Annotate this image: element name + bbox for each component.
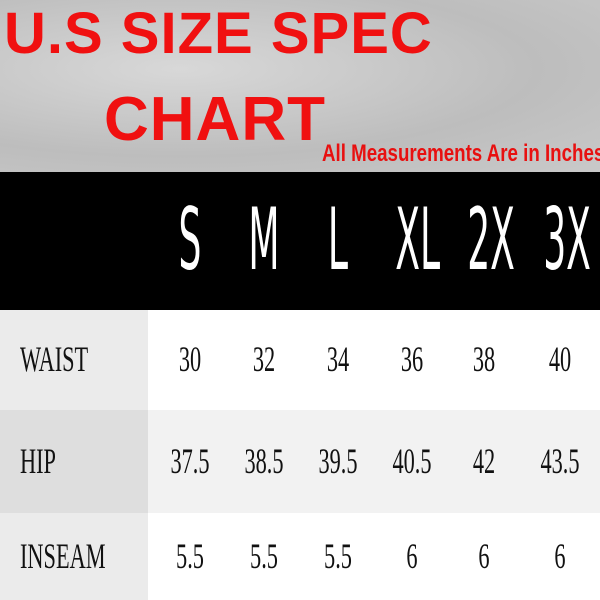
cell-xl: 40.5 — [392, 440, 432, 481]
title-line-1: U.S SIZE SPEC — [4, 1, 433, 66]
row-label-cell: HIP — [0, 410, 148, 513]
row-label: HIP — [20, 440, 56, 481]
size-header-3x: 3X — [543, 190, 591, 290]
cell-l: 5.5 — [324, 535, 352, 576]
cell-2x: 6 — [478, 535, 490, 576]
cell-m: 38.5 — [244, 440, 284, 481]
row-label-cell: INSEAM — [0, 513, 148, 600]
size-header-s: S — [178, 190, 202, 290]
cell-3x: 43.5 — [540, 440, 580, 481]
cell-xl: 36 — [400, 339, 424, 379]
cell-m: 32 — [252, 339, 276, 379]
cell-s: 30 — [178, 339, 202, 379]
table-row-waist: WAIST 30 32 34 36 38 40 — [0, 310, 600, 410]
cell-s: 5.5 — [176, 535, 204, 576]
size-header-band — [0, 172, 600, 310]
size-header-2x: 2X — [467, 190, 515, 290]
cell-l: 34 — [326, 339, 350, 379]
cell-3x: 6 — [554, 535, 566, 576]
row-label: WAIST — [20, 339, 89, 379]
cell-2x: 38 — [472, 339, 496, 379]
size-header-m: M — [248, 190, 280, 290]
cell-xl: 6 — [406, 535, 418, 576]
textured-header-background — [0, 0, 600, 172]
size-header-xl: XL — [395, 190, 441, 290]
table-row-hip: HIP 37.5 38.5 39.5 40.5 42 43.5 — [0, 410, 600, 513]
row-label-cell: WAIST — [0, 310, 148, 410]
cell-3x: 40 — [548, 339, 572, 379]
cell-2x: 42 — [472, 440, 496, 481]
table-row-inseam: INSEAM 5.5 5.5 5.5 6 6 6 — [0, 513, 600, 600]
cell-l: 39.5 — [318, 440, 358, 481]
subtitle: All Measurements Are in Inches. — [322, 140, 600, 167]
cell-m: 5.5 — [250, 535, 278, 576]
row-label: INSEAM — [20, 535, 106, 576]
cell-s: 37.5 — [170, 440, 210, 481]
size-header-l: L — [327, 190, 349, 290]
title-line-2: CHART — [104, 85, 326, 154]
